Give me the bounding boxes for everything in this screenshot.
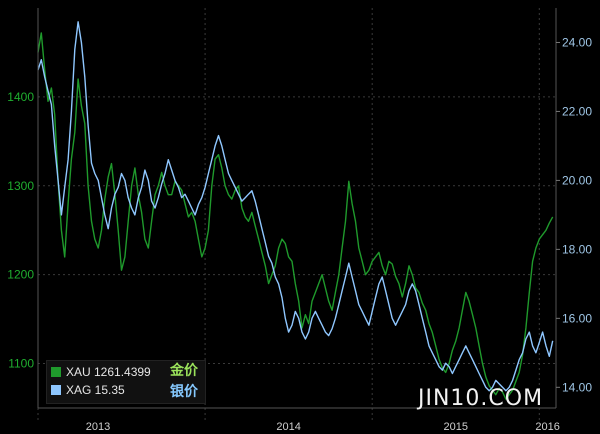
watermark: JIN10.COM: [418, 386, 544, 411]
legend-item-xau: XAU 1261.4399: [51, 363, 151, 381]
x-tick-label: 2013: [86, 421, 110, 433]
legend: XAU 1261.4399 XAG 15.35: [46, 360, 206, 404]
x-tick-label: 2014: [276, 421, 300, 433]
axes: 1100 1200 1300 1400 14.00 16.00 18.00 20.00 22.0…: [7, 8, 592, 433]
right-tick-label: 14.00: [562, 380, 592, 394]
left-tick-label: 1300: [7, 179, 34, 193]
series-line-xau: [37, 32, 554, 400]
left-tick-label: 1100: [8, 357, 34, 371]
legend-label-xau: XAU 1261.4399: [66, 365, 151, 379]
left-tick-label: 1400: [7, 90, 34, 104]
gold-cn-label: 金价: [170, 363, 198, 379]
x-tick-label: 2015: [443, 421, 467, 433]
right-tick-label: 18.00: [562, 242, 592, 256]
right-tick-label: 24.00: [562, 35, 592, 49]
right-tick-label: 20.00: [562, 173, 592, 187]
right-tick-label: 22.00: [562, 104, 592, 118]
xau-swatch: [51, 367, 61, 377]
x-tick-label: 2016: [535, 421, 559, 433]
right-tick-label: 16.00: [562, 311, 592, 325]
xag-swatch: [51, 385, 61, 395]
series-line-xag: [37, 21, 554, 392]
legend-item-xag: XAG 15.35: [51, 381, 125, 399]
silver-cn-label: 银价: [170, 384, 198, 400]
legend-label-xag: XAG 15.35: [66, 383, 125, 397]
series-lines: [37, 21, 554, 400]
left-tick-label: 1200: [7, 268, 34, 282]
